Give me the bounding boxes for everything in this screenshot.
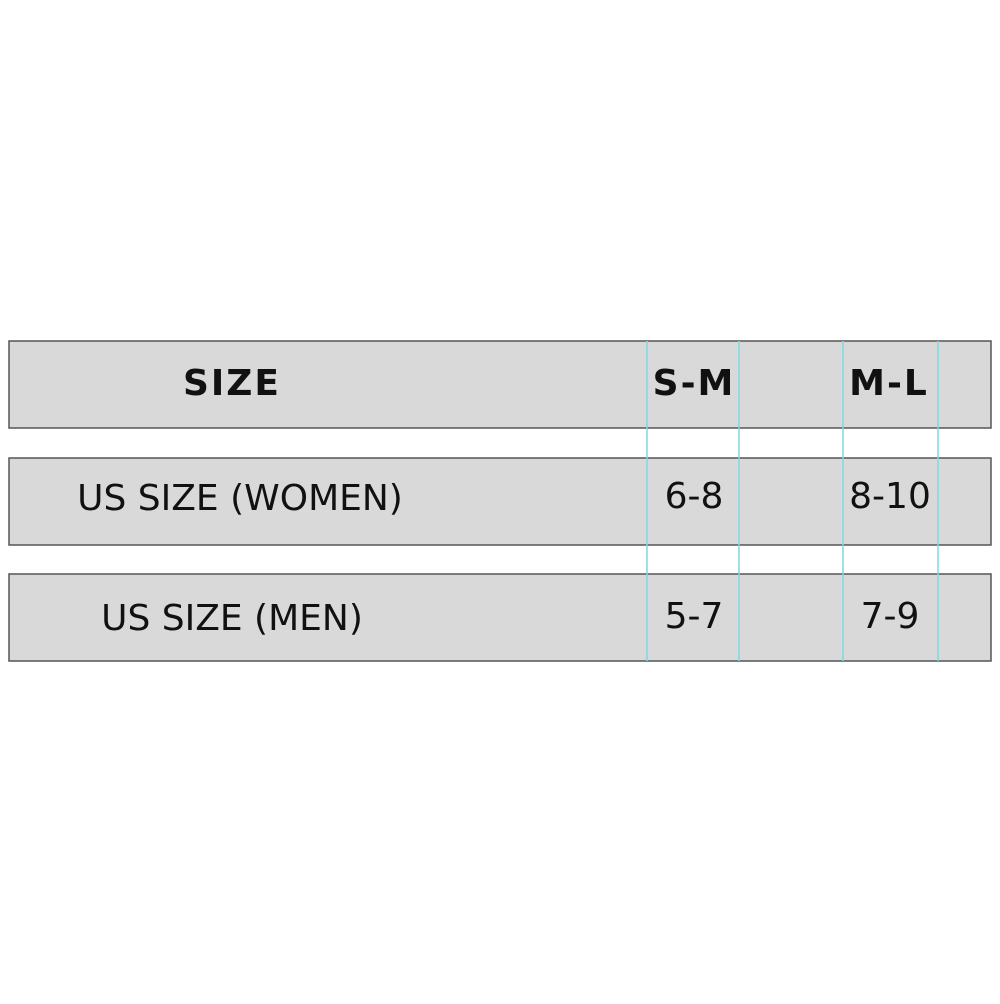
header-cell: SIZE <box>183 363 281 404</box>
row-label: US SIZE (WOMEN) <box>77 478 403 519</box>
cell: 5-7 <box>665 596 724 637</box>
header-cell: S-M <box>653 363 736 404</box>
header-cell: M-L <box>849 363 929 404</box>
header-row <box>8 340 992 429</box>
row-women <box>8 457 992 546</box>
row-men <box>8 573 992 662</box>
cell: 6-8 <box>665 476 724 517</box>
cell: 8-10 <box>849 476 931 517</box>
cell: 7-9 <box>861 596 920 637</box>
row-label: US SIZE (MEN) <box>101 598 363 639</box>
